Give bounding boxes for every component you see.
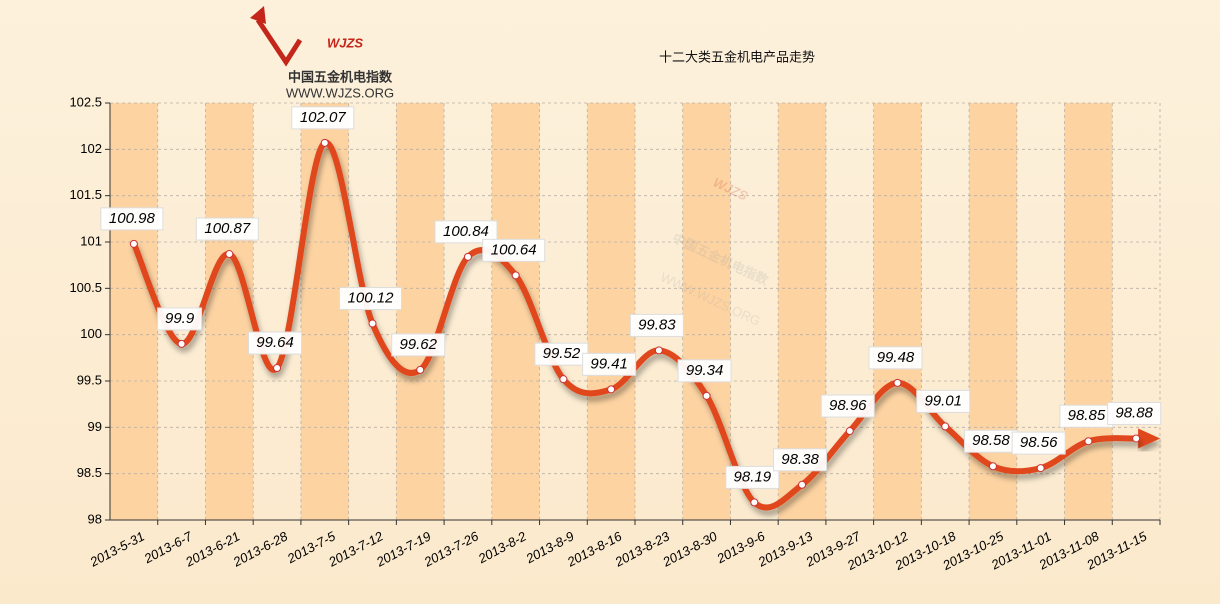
logo-name: 中国五金机电指数 (288, 69, 393, 84)
logo-mark: WJZS (327, 35, 363, 50)
data-point (129, 239, 138, 248)
column-band (682, 103, 731, 520)
value-label-box (248, 331, 303, 355)
chart-title: 十二大类五金机电产品走势 (659, 49, 815, 64)
data-point (941, 422, 950, 431)
column-band (205, 103, 254, 520)
column-band (396, 103, 445, 520)
value-label: 99.01 (924, 392, 962, 409)
value-label-box (820, 394, 875, 418)
value-label-box (1107, 401, 1162, 425)
value-label-box (157, 307, 203, 331)
value-label: 98.58 (972, 432, 1010, 449)
y-tick-label: 98 (88, 511, 102, 526)
value-label: 100.98 (109, 210, 156, 227)
value-label-box (291, 106, 355, 130)
column-band (873, 103, 922, 520)
value-label-box (1011, 431, 1066, 455)
value-label-box (434, 220, 498, 244)
value-label-box (773, 448, 828, 472)
data-point (893, 378, 902, 387)
value-label-box (339, 287, 402, 311)
logo-arrow (255, 18, 303, 67)
value-label-box (391, 333, 446, 357)
data-point (463, 252, 472, 261)
value-label: 99.64 (256, 334, 294, 351)
data-point (845, 427, 854, 436)
data-point (702, 391, 711, 400)
value-label: 99.52 (543, 345, 581, 362)
value-label: 102.07 (300, 109, 347, 126)
data-point (607, 385, 616, 394)
data-point (320, 138, 329, 147)
value-label: 99.62 (399, 336, 437, 353)
data-point (416, 365, 425, 374)
value-label: 98.56 (1020, 434, 1058, 451)
y-tick-label: 100.5 (69, 280, 102, 295)
data-point (750, 498, 759, 507)
line-arrowhead (1138, 428, 1161, 449)
logo-arrowhead (250, 6, 266, 24)
value-label: 99.41 (590, 355, 628, 372)
data-point (798, 480, 807, 489)
data-point (1036, 464, 1045, 473)
value-label: 98.96 (829, 397, 867, 414)
value-label-box (482, 238, 546, 262)
y-tick-label: 99.5 (77, 372, 102, 387)
data-point (1132, 434, 1141, 443)
data-point (368, 319, 377, 328)
value-label: 99.48 (877, 349, 915, 366)
value-label: 100.64 (491, 241, 537, 258)
value-label: 99.34 (686, 362, 724, 379)
value-label: 98.88 (1115, 404, 1153, 421)
value-label: 98.19 (734, 468, 772, 485)
data-point (273, 364, 282, 373)
value-label: 99.83 (638, 316, 676, 333)
y-tick-label: 99 (88, 419, 102, 434)
y-tick-label: 100 (80, 326, 102, 341)
data-point (225, 250, 234, 259)
data-point (654, 346, 663, 355)
y-tick-label: 102 (80, 141, 102, 156)
value-label-box (677, 359, 732, 383)
value-label-box (100, 207, 164, 231)
value-label: 98.38 (781, 451, 819, 468)
data-point (1084, 437, 1093, 446)
y-tick-label: 101 (80, 233, 102, 248)
value-label: 100.87 (204, 220, 251, 237)
value-label: 100.12 (348, 290, 395, 307)
value-label: 98.85 (1068, 407, 1106, 424)
value-label-box (868, 346, 923, 370)
column-band (1064, 103, 1113, 520)
value-label-box (195, 217, 259, 241)
value-label-box (629, 313, 684, 337)
data-point (988, 462, 997, 471)
y-tick-label: 101.5 (69, 187, 102, 202)
logo-url: WWW.WJZS.ORG (286, 85, 394, 100)
data-point (177, 339, 186, 348)
y-tick-label: 98.5 (77, 465, 102, 480)
value-label: 99.9 (165, 310, 195, 327)
value-label-box (725, 465, 780, 489)
value-label: 100.84 (443, 223, 489, 240)
logo: WJZS 中国五金机电指数 WWW.WJZS.ORG (250, 6, 394, 100)
column-band (587, 103, 635, 520)
y-tick-label: 102.5 (69, 94, 102, 109)
value-label-box (582, 352, 637, 376)
column-band (110, 103, 158, 520)
data-point (511, 271, 520, 280)
value-label-box (916, 389, 971, 413)
column-band (300, 103, 349, 520)
plot-area: 9898.59999.5100100.5101101.5102102.52013… (69, 94, 1161, 573)
data-point (559, 375, 568, 384)
